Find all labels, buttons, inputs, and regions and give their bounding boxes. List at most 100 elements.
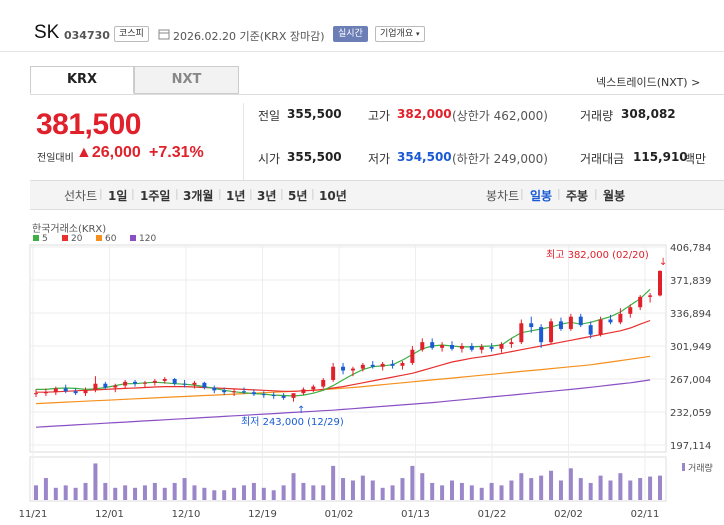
candle-body[interactable]: [380, 363, 385, 367]
candle-body[interactable]: [311, 386, 316, 390]
volume-label: 거래량: [580, 109, 614, 123]
x-tick-label: 02/02: [554, 509, 583, 520]
candle-body[interactable]: [202, 382, 207, 388]
candle-body[interactable]: [638, 296, 643, 308]
candle-body[interactable]: [73, 391, 78, 394]
candle-body[interactable]: [588, 325, 593, 335]
candle-body[interactable]: [271, 395, 276, 397]
period-3y[interactable]: 3년: [257, 189, 277, 203]
ma20-swatch: [62, 235, 68, 241]
candle-body[interactable]: [558, 321, 563, 329]
candle-body[interactable]: [222, 390, 227, 393]
candle-body[interactable]: [232, 391, 237, 393]
candle-body[interactable]: [370, 364, 375, 367]
period-10y[interactable]: 10년: [319, 189, 347, 203]
tab-divider: [30, 94, 724, 95]
candle-body[interactable]: [251, 392, 256, 395]
candle-body[interactable]: [390, 363, 395, 366]
company-overview-button[interactable]: 기업개요 ▾: [375, 26, 425, 42]
candle-body[interactable]: [519, 323, 524, 343]
line-chart-label: 선차트: [64, 189, 98, 203]
x-tick-label: 02/11: [631, 509, 660, 520]
candle-body[interactable]: [83, 390, 88, 394]
candle-body[interactable]: [93, 383, 98, 391]
volume-bar: [549, 470, 554, 500]
candle-body[interactable]: [479, 346, 484, 350]
candle-body[interactable]: [360, 364, 365, 369]
candle-body[interactable]: [113, 385, 118, 388]
period-toolbar: [30, 180, 724, 210]
candle-weekly[interactable]: 주봉: [566, 189, 589, 203]
candle-body[interactable]: [192, 382, 197, 385]
period-1d[interactable]: 1일: [108, 189, 128, 203]
candle-body[interactable]: [261, 394, 266, 396]
candle-body[interactable]: [133, 381, 138, 384]
candle-body[interactable]: [172, 379, 177, 384]
candle-body[interactable]: [450, 345, 454, 349]
high-value: 382,000: [397, 107, 452, 121]
tab-krx[interactable]: KRX: [30, 66, 134, 94]
candle-body[interactable]: [440, 345, 445, 348]
candle-body[interactable]: [212, 387, 217, 391]
candle-body[interactable]: [459, 345, 464, 349]
stock-chart[interactable]: 한국거래소(KRX) 5 20 60 120 406,784 371,839 336…: [0, 215, 724, 525]
x-tick-label: 12/19: [248, 509, 277, 520]
candle-body[interactable]: [628, 307, 633, 314]
candle-body[interactable]: [499, 344, 504, 349]
candle-body[interactable]: [142, 382, 147, 384]
candle-body[interactable]: [618, 313, 623, 323]
volume-bar: [360, 475, 365, 500]
volume-bar: [133, 487, 138, 500]
y-tick-label: 336,894: [670, 309, 711, 320]
candle-body[interactable]: [281, 396, 286, 398]
period-5y[interactable]: 5년: [288, 189, 308, 203]
candle-body[interactable]: [103, 383, 108, 388]
candle-body[interactable]: [469, 345, 474, 350]
realtime-button[interactable]: 실시간: [333, 26, 368, 42]
candle-body[interactable]: [509, 342, 514, 345]
candle-body[interactable]: [598, 319, 603, 335]
candle-body[interactable]: [568, 316, 573, 329]
candle-body[interactable]: [350, 368, 355, 371]
candle-body[interactable]: [400, 362, 405, 366]
period-1w[interactable]: 1주일: [140, 189, 171, 203]
candle-body[interactable]: [420, 342, 425, 350]
candle-body[interactable]: [489, 346, 494, 349]
low-label: 저가: [368, 152, 391, 166]
volume-bar: [608, 480, 613, 500]
candle-body[interactable]: [410, 349, 415, 363]
candle-body[interactable]: [34, 393, 38, 395]
candle-body[interactable]: [549, 321, 554, 343]
candle-body[interactable]: [123, 381, 128, 386]
period-3m[interactable]: 3개월: [183, 189, 214, 203]
candle-body[interactable]: [301, 389, 306, 394]
candle-body[interactable]: [578, 316, 583, 326]
candle-body[interactable]: [608, 319, 613, 323]
current-price: 381,500: [36, 108, 141, 141]
volume-bar: [232, 487, 237, 500]
x-tick-label: 12/10: [172, 509, 201, 520]
candle-body[interactable]: [63, 388, 68, 392]
candle-body[interactable]: [658, 270, 662, 296]
candle-body[interactable]: [53, 388, 58, 393]
high-annotation: 최고 382,000 (02/20): [546, 249, 649, 261]
period-1y[interactable]: 1년: [226, 189, 246, 203]
candle-body[interactable]: [331, 366, 336, 380]
candle-body[interactable]: [321, 379, 326, 387]
candle-body[interactable]: [162, 379, 167, 381]
tab-nxt[interactable]: NXT: [134, 66, 239, 94]
candle-body[interactable]: [648, 295, 653, 297]
candle-body[interactable]: [242, 391, 246, 393]
candle-body[interactable]: [182, 383, 187, 385]
lower-limit: (하한가 249,000): [452, 152, 548, 166]
candle-body[interactable]: [529, 323, 534, 328]
candle-body[interactable]: [152, 380, 157, 383]
candle-body[interactable]: [43, 392, 48, 394]
candle-daily[interactable]: 일봉: [530, 189, 553, 203]
candle-body[interactable]: [341, 366, 346, 371]
candle-body[interactable]: [291, 393, 296, 398]
nxt-link[interactable]: 넥스트레이드(NXT) >: [596, 76, 701, 89]
candle-body[interactable]: [539, 327, 544, 343]
candle-monthly[interactable]: 월봉: [603, 189, 626, 203]
candle-body[interactable]: [430, 342, 435, 348]
